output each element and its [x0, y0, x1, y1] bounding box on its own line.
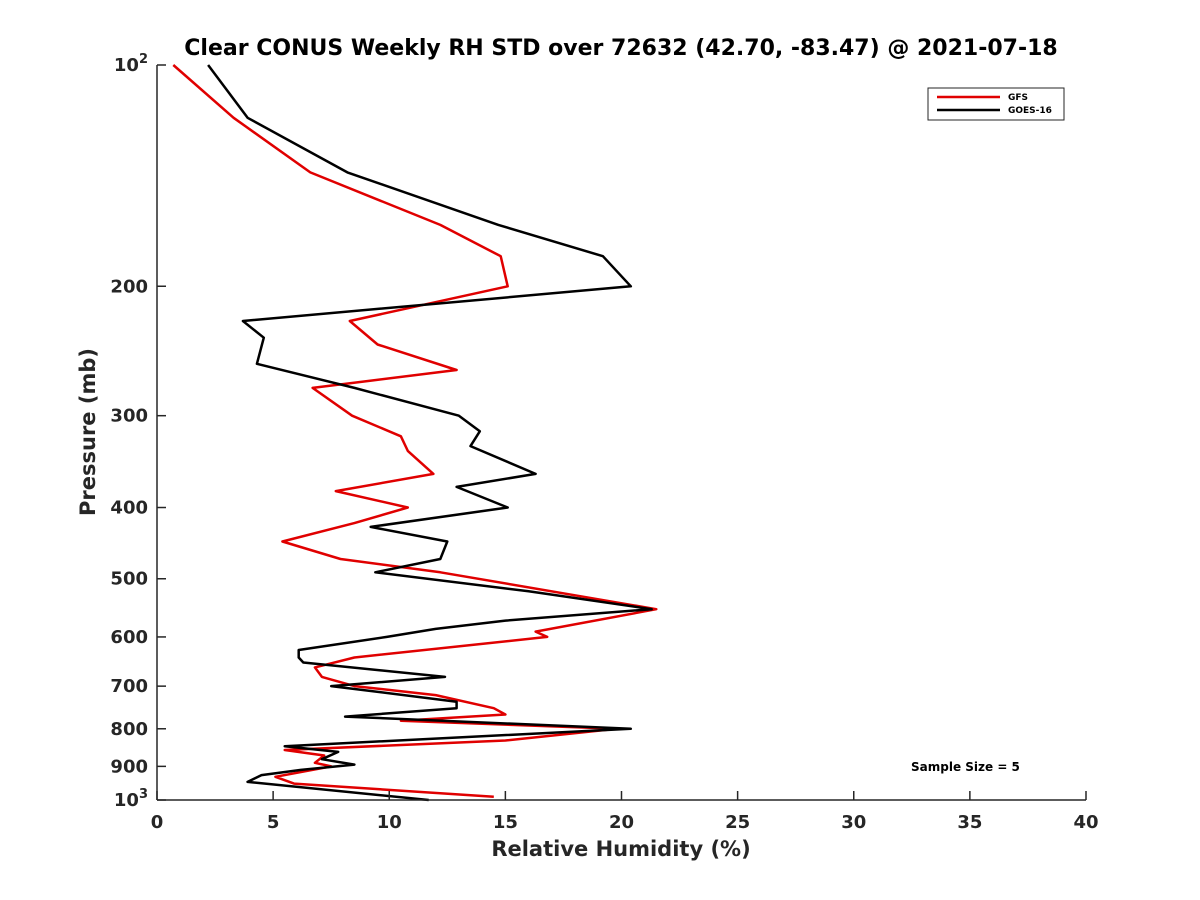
y-ticks: 102 200 300 400 500 600 700 800 900 103	[110, 52, 166, 811]
x-tick-label: 0	[151, 812, 164, 833]
y-tick-label: 400	[110, 498, 148, 519]
x-tick-label: 20	[609, 812, 634, 833]
sample-size-annotation: Sample Size = 5	[911, 760, 1020, 774]
legend-label-goes-16: GOES-16	[1008, 106, 1052, 116]
y-tick-label: 500	[110, 569, 148, 590]
series-line-goes-16	[207, 64, 653, 802]
legend: GFS GOES-16	[927, 87, 1065, 121]
y-tick-label: 103	[114, 787, 148, 811]
chart-title: Clear CONUS Weekly RH STD over 72632 (42…	[184, 36, 1057, 61]
y-tick-label: 102	[114, 52, 148, 76]
x-tick-label: 25	[725, 812, 750, 833]
x-tick-label: 35	[957, 812, 982, 833]
x-tick-label: 15	[493, 812, 518, 833]
series-layer	[172, 64, 658, 802]
y-tick-label: 300	[110, 406, 148, 427]
x-tick-label: 30	[841, 812, 866, 833]
y-tick-label: 700	[110, 676, 148, 697]
x-axis-label: Relative Humidity (%)	[491, 837, 750, 861]
x-tick-label: 40	[1073, 812, 1098, 833]
x-tick-label: 10	[377, 812, 402, 833]
axes	[156, 65, 1086, 801]
x-ticks: 0 5 10 15 20 25 30 35 40	[151, 791, 1099, 833]
series-line-gfs	[172, 64, 658, 799]
y-tick-label: 200	[110, 276, 148, 297]
x-tick-label: 5	[267, 812, 280, 833]
y-tick-label: 800	[110, 719, 148, 740]
y-tick-label: 600	[110, 627, 148, 648]
legend-box	[927, 87, 1065, 121]
y-tick-label: 900	[110, 756, 148, 777]
legend-label-gfs: GFS	[1008, 93, 1028, 103]
y-axis-label: Pressure (mb)	[76, 348, 100, 516]
